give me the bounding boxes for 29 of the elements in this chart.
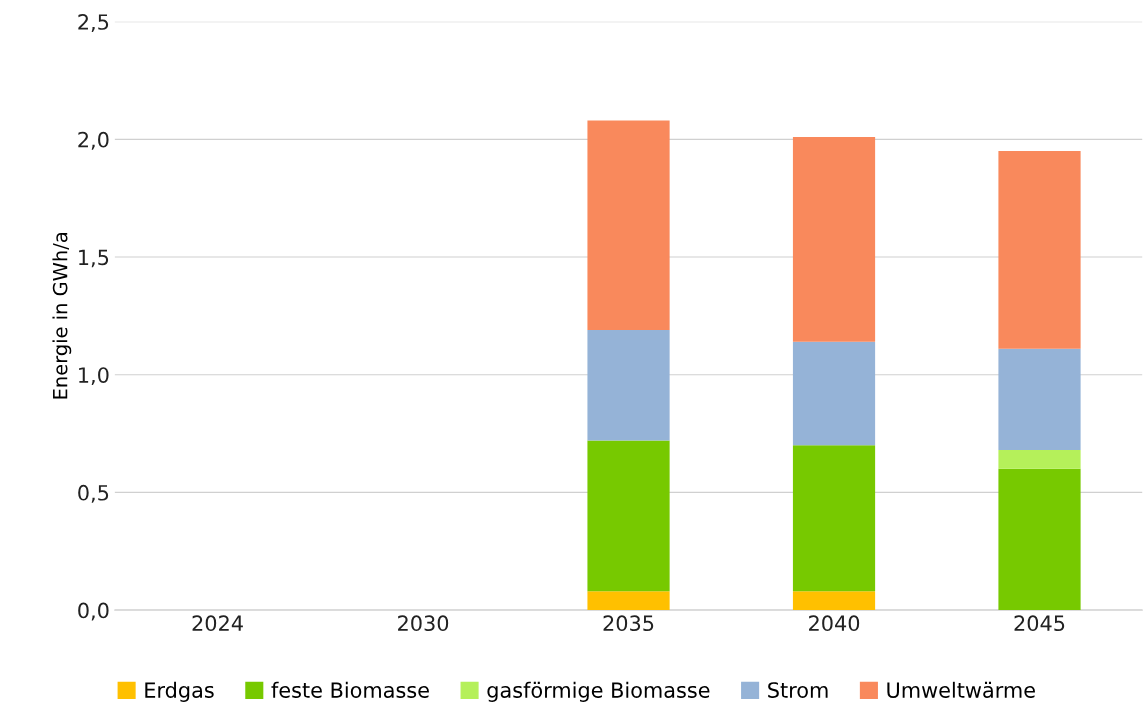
legend-label: Erdgas [145, 681, 214, 702]
legend-label: feste Biomasse [271, 681, 429, 698]
x-tick-label: 2045 [1014, 615, 1065, 632]
x-tick-label: 2035 [603, 615, 654, 632]
y-tick-label: 0,5 [78, 484, 109, 503]
bar [792, 136, 876, 342]
bar [998, 468, 1081, 611]
bar [792, 591, 876, 611]
y-axis-title: Energie in GWh/a [52, 233, 72, 399]
x-tick-label: 2024 [192, 615, 243, 632]
y-tick-label: 1,0 [79, 367, 109, 386]
bar [792, 341, 876, 446]
bar [998, 151, 1081, 349]
bar [998, 348, 1081, 451]
y-tick-label: 1,5 [79, 249, 109, 268]
bar [587, 120, 670, 330]
x-tick-label: 2040 [809, 615, 860, 632]
bar [587, 591, 670, 611]
legend-label: gasförmige Biomasse [487, 681, 710, 702]
y-tick-label: 0,0 [78, 602, 109, 621]
bar [792, 445, 876, 592]
x-tick-label: 2030 [398, 615, 449, 632]
legend-label: Strom [768, 682, 828, 698]
legend-label: Umweltwärme [887, 681, 1035, 698]
y-tick-label: 2,5 [78, 14, 109, 32]
bar [998, 450, 1081, 469]
y-tick-label: 2,0 [78, 131, 109, 150]
bar [587, 330, 670, 441]
bar [587, 440, 670, 592]
